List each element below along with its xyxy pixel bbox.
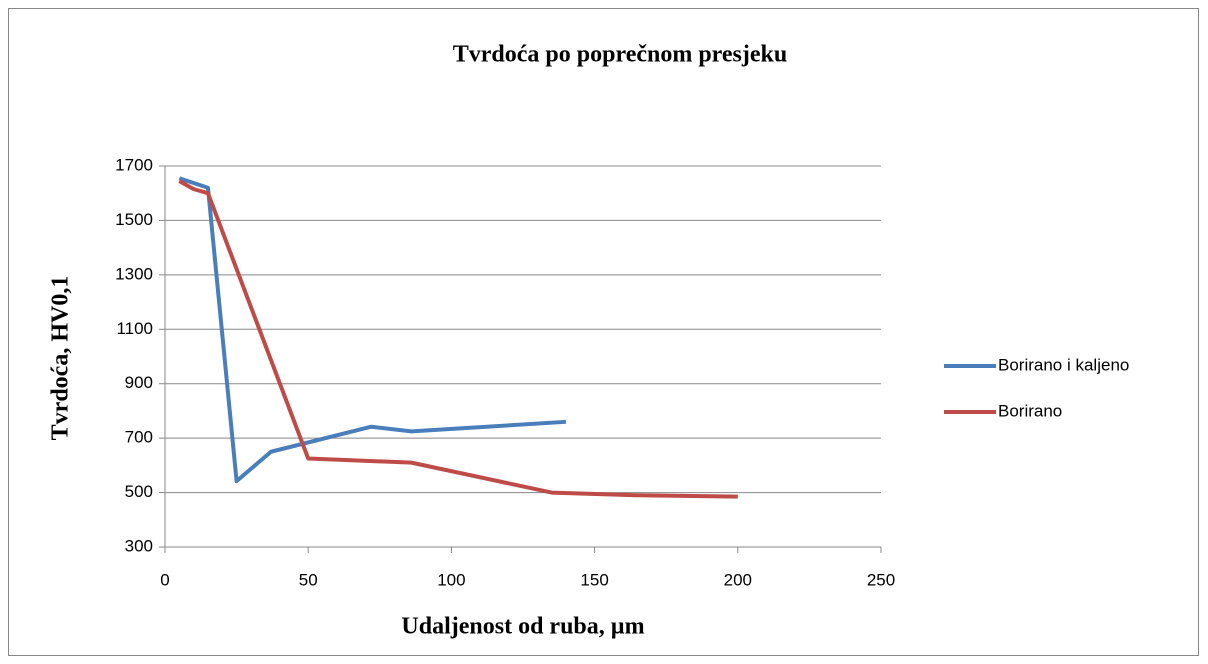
y-tick-label: 1300	[115, 264, 153, 283]
x-tick-label: 0	[160, 570, 169, 589]
x-axis-title: Udaljenost od ruba, µm	[401, 614, 644, 640]
y-tick-label: 700	[125, 428, 153, 447]
y-tick-label: 1100	[116, 319, 153, 338]
x-tick-label: 50	[299, 570, 318, 589]
y-tick-label: 1500	[115, 210, 153, 229]
chart-title: Tvrdoća po poprečnom presjeku	[453, 42, 787, 68]
legend-label: Borirano i kaljeno	[998, 355, 1129, 374]
x-tick-label: 150	[580, 570, 608, 589]
series-line	[178, 176, 567, 484]
legend-label: Borirano	[998, 401, 1062, 420]
y-tick-label: 900	[125, 373, 153, 392]
x-tick-label: 200	[724, 570, 752, 589]
x-tick-label: 250	[867, 570, 895, 589]
y-tick-label: 300	[125, 536, 153, 555]
series-line	[178, 179, 738, 499]
y-tick-label: 1700	[115, 155, 153, 174]
y-tick-label: 500	[125, 482, 153, 501]
chart-border	[8, 8, 1199, 656]
x-tick-label: 100	[437, 570, 465, 589]
y-axis-title: Tvrdoća, HV0,1	[48, 276, 74, 441]
